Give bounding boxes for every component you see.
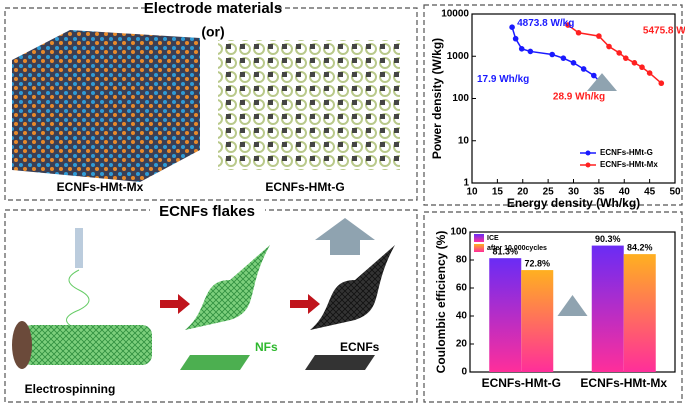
y-tick-label: 20: [456, 339, 468, 350]
panel-box: [423, 211, 683, 403]
x-tick-label: 30: [568, 187, 580, 198]
legend-swatch: [474, 244, 484, 252]
legend-swatch: [474, 234, 484, 242]
legend-label: after 10,000cycles: [487, 245, 547, 252]
data-point: [570, 59, 577, 66]
plot-area: [469, 231, 676, 373]
material-label: ECNFs-HMt-G: [265, 180, 344, 194]
material-illustration: [218, 40, 400, 170]
data-point: [616, 50, 622, 56]
data-point: [631, 59, 638, 66]
y-tick-label: 100: [450, 227, 467, 238]
series-line: [567, 24, 662, 84]
arrow: [160, 294, 190, 314]
y-tick-label: 10: [458, 135, 470, 146]
data-point: [580, 66, 587, 72]
bar: [591, 245, 624, 372]
legend-swatch: [585, 162, 591, 168]
data-point: [549, 51, 555, 58]
data-point: [518, 46, 525, 52]
panel-box: [423, 4, 683, 206]
arrow: [290, 294, 320, 314]
material-label: ECNFs-HMt-Mx: [57, 180, 144, 194]
x-tick-label: 45: [644, 187, 656, 198]
y-tick-label: 1000: [447, 51, 470, 62]
data-point: [596, 33, 602, 39]
fiber-jet: [66, 269, 90, 331]
material-illustration: [12, 30, 200, 182]
step-label: ECNFs: [340, 340, 380, 354]
value-label: 90.3%: [595, 234, 621, 244]
value-label: 72.8%: [524, 258, 550, 268]
collector: [22, 325, 152, 365]
y-tick-label: 0: [461, 367, 467, 378]
annotation: 17.9 Wh/kg: [477, 74, 529, 85]
legend-label: ECNFs-HMt-G: [600, 148, 653, 157]
bar: [521, 270, 554, 372]
x-tick-label: ECNFs-HMt-Mx: [580, 376, 667, 390]
syringe: [75, 228, 83, 268]
x-tick-label: 35: [593, 187, 605, 198]
x-tick-label: 20: [517, 187, 529, 198]
data-point: [606, 43, 612, 50]
flake: [310, 245, 395, 330]
legend-swatch: [585, 150, 591, 156]
x-tick-label: 15: [492, 187, 504, 198]
substrate: [180, 355, 250, 370]
data-point: [575, 29, 582, 36]
value-label: 81.3%: [492, 247, 518, 257]
annotation: 5475.8 W/kg: [643, 26, 685, 37]
data-point: [527, 48, 534, 55]
title-bg: [148, 0, 278, 16]
collector-end: [12, 321, 32, 369]
annotation: 4873.8 W/kg: [517, 18, 574, 29]
arrow: [315, 218, 375, 255]
data-point: [622, 55, 629, 61]
x-axis-label: Energy density (Wh/kg): [507, 196, 640, 210]
value-label: 84.2%: [627, 242, 653, 252]
data-point: [512, 35, 519, 42]
data-point: [560, 55, 567, 61]
annotation: 28.9 Wh/kg: [553, 92, 605, 103]
y-tick-label: 60: [456, 283, 468, 294]
data-point: [658, 80, 665, 87]
y-tick-label: 10000: [441, 9, 469, 20]
panel-box: [4, 209, 418, 403]
step-label: NFs: [255, 340, 278, 354]
data-point: [509, 24, 515, 30]
panel-box: [4, 7, 418, 201]
bar: [489, 258, 522, 372]
x-tick-label: 10: [466, 187, 478, 198]
flake: [185, 245, 270, 330]
series-line: [511, 26, 602, 84]
arrow: [557, 295, 588, 316]
data-point: [591, 72, 597, 79]
y-tick-label: 80: [456, 255, 468, 266]
panel-title: Electrode materials: [144, 0, 282, 17]
y-axis-label: Power density (W/kg): [430, 38, 444, 159]
y-tick-label: 40: [456, 311, 468, 322]
y-tick-label: 100: [452, 93, 469, 104]
y-axis-label: Coulombic efficiency (%): [434, 231, 448, 374]
data-point: [646, 70, 653, 76]
or-text: (or): [201, 24, 224, 40]
panel-title: ECNFs flakes: [159, 203, 255, 220]
data-point: [639, 64, 645, 71]
legend-label: ECNFs-HMt-Mx: [600, 160, 658, 169]
x-tick-label: 25: [543, 187, 555, 198]
x-tick-label: 40: [619, 187, 631, 198]
bar: [623, 254, 656, 372]
step-label: Electrospinning: [25, 382, 116, 396]
substrate: [305, 355, 375, 370]
legend-label: ICE: [487, 235, 499, 242]
x-tick-label: 50: [669, 187, 681, 198]
title-bg: [150, 203, 265, 219]
arrow: [587, 73, 617, 92]
y-tick-label: 1: [463, 178, 469, 189]
x-tick-label: ECNFs-HMt-G: [482, 376, 561, 390]
data-point: [565, 22, 571, 28]
